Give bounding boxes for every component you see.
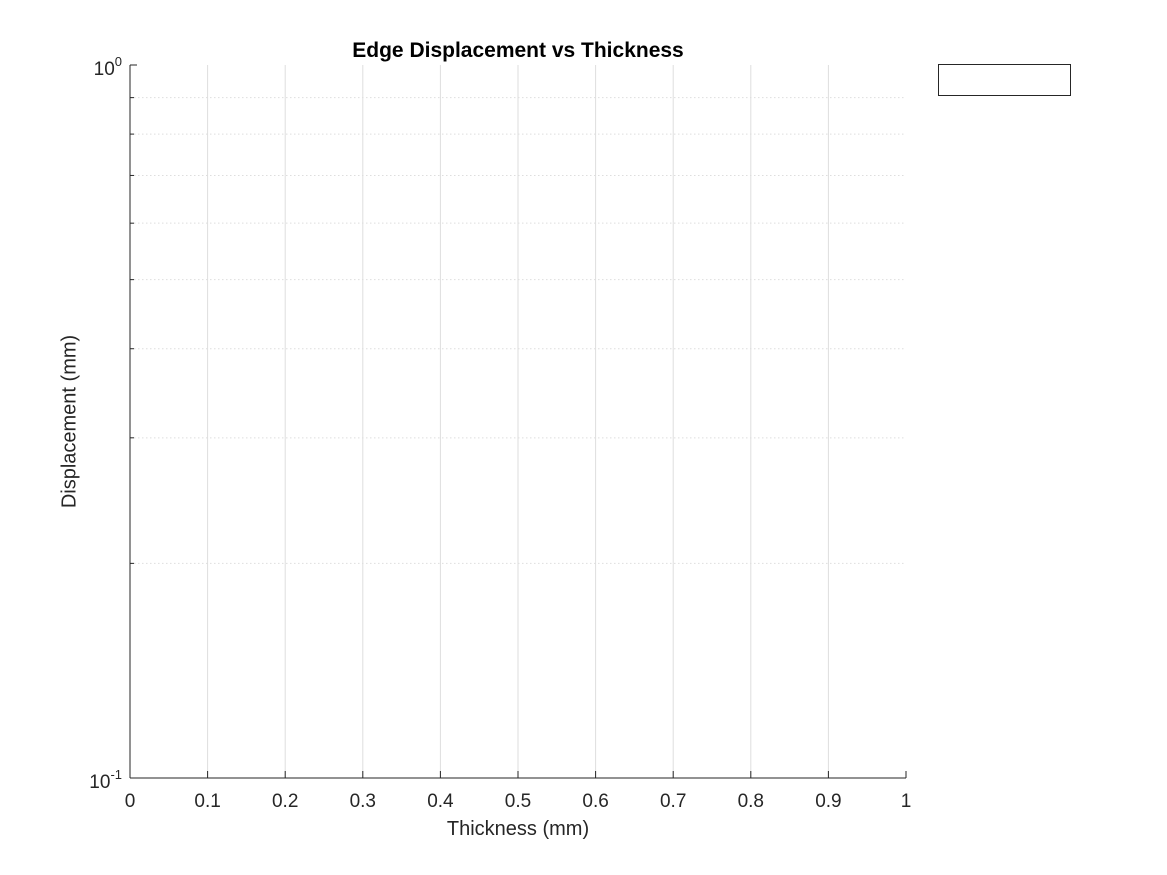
- y-axis-label: Displacement (mm): [58, 335, 80, 508]
- legend-box: [938, 64, 1071, 96]
- x-tick-label: 0.7: [660, 791, 686, 812]
- grid: [130, 65, 906, 778]
- chart-title: Edge Displacement vs Thickness: [352, 39, 683, 62]
- x-tick-label: 0: [125, 791, 136, 812]
- y-axis-ticks: 10-1 100: [89, 54, 137, 793]
- x-tick-label: 0.4: [427, 791, 454, 812]
- x-tick-label: 0.9: [815, 791, 841, 812]
- y-tick-label: 100: [94, 54, 122, 80]
- x-tick-label: 0.3: [350, 791, 376, 812]
- x-tick-label: 0.5: [505, 791, 531, 812]
- x-axis-ticks: 0 0.1 0.2 0.3 0.4 0.5 0.6 0.7 0.8 0.9 1: [125, 771, 912, 812]
- x-tick-label: 1: [901, 791, 912, 812]
- x-tick-label: 0.2: [272, 791, 298, 812]
- y-tick-label: 10-1: [89, 767, 122, 793]
- x-tick-label: 0.6: [582, 791, 608, 812]
- x-axis-label: Thickness (mm): [447, 818, 589, 840]
- x-tick-label: 0.1: [194, 791, 220, 812]
- x-tick-label: 0.8: [738, 791, 764, 812]
